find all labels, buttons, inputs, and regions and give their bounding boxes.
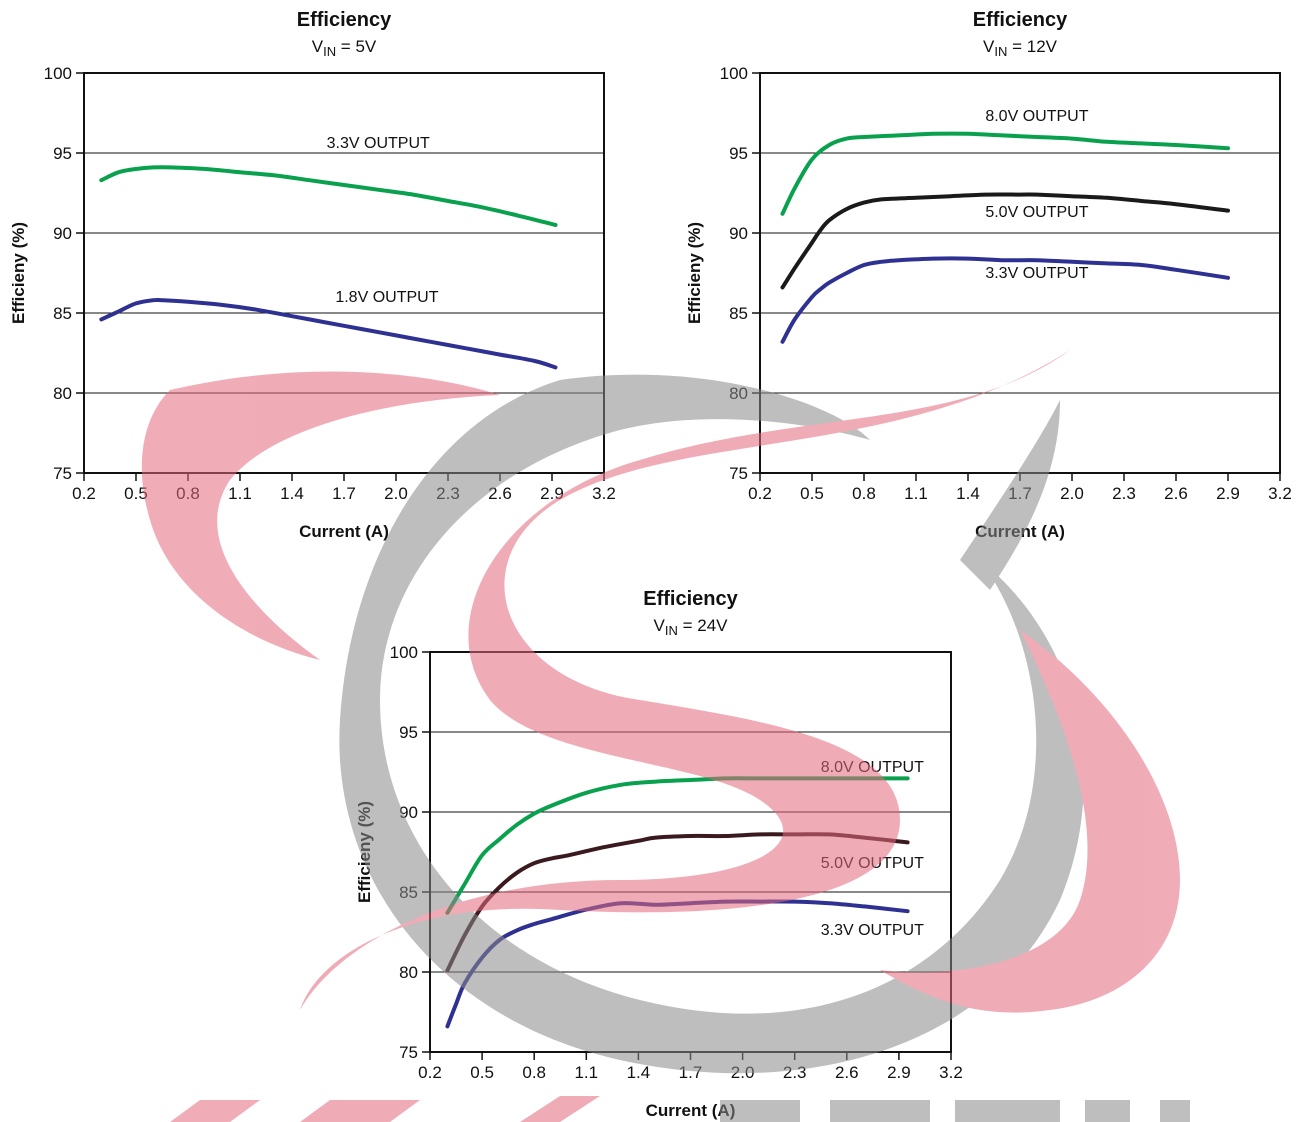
x-tick-label: 1.1 xyxy=(904,484,928,503)
series-line xyxy=(780,192,1230,290)
series-label: 3.3V OUTPUT xyxy=(985,265,1088,282)
y-tick-label: 95 xyxy=(729,144,748,163)
chart-subtitle: VIN = 5V xyxy=(312,37,377,59)
y-tick-label: 85 xyxy=(729,304,748,323)
subtitle-rest: = 5V xyxy=(336,37,377,56)
x-tick-label: 1.1 xyxy=(574,1063,598,1082)
y-tick-label: 100 xyxy=(44,64,72,83)
watermark-logo xyxy=(141,350,1190,1122)
y-tick-label: 90 xyxy=(729,224,748,243)
y-axis-label: Efficieny (%) xyxy=(9,222,28,324)
chart-subtitle: VIN = 24V xyxy=(654,616,729,638)
y-tick-label: 75 xyxy=(53,464,72,483)
x-tick-label: 0.8 xyxy=(522,1063,546,1082)
y-axis-label: Efficieny (%) xyxy=(685,222,704,324)
subtitle-subscript: IN xyxy=(994,44,1007,59)
x-tick-label: 2.0 xyxy=(1060,484,1084,503)
series-line xyxy=(99,165,558,227)
series-line xyxy=(99,297,558,370)
x-tick-label: 1.4 xyxy=(956,484,980,503)
series-label: 3.3V OUTPUT xyxy=(327,135,430,152)
subtitle-subscript: IN xyxy=(665,623,678,638)
y-tick-label: 95 xyxy=(399,723,418,742)
x-axis-label: Current (A) xyxy=(299,522,389,541)
chart-panel: 75808590951000.20.50.81.11.41.72.02.32.6… xyxy=(9,9,616,541)
watermark-red-letter-bottom xyxy=(170,1096,600,1122)
chart-title: Efficiency xyxy=(297,9,392,31)
y-tick-label: 75 xyxy=(399,1043,418,1062)
x-tick-label: 2.0 xyxy=(384,484,408,503)
chart-title: Efficiency xyxy=(643,588,738,610)
y-tick-label: 80 xyxy=(399,963,418,982)
y-tick-label: 100 xyxy=(720,64,748,83)
y-tick-label: 80 xyxy=(53,384,72,403)
watermark-gray-bars-bottom xyxy=(720,1100,1190,1122)
subtitle-rest: = 24V xyxy=(678,616,728,635)
watermark-gray-swoosh-right xyxy=(960,400,1060,590)
x-tick-label: 0.2 xyxy=(748,484,772,503)
x-tick-label: 2.9 xyxy=(1216,484,1240,503)
x-tick-label: 1.4 xyxy=(280,484,304,503)
series-line xyxy=(780,256,1230,344)
x-axis-label: Current (A) xyxy=(646,1101,736,1120)
x-tick-label: 3.2 xyxy=(592,484,616,503)
subtitle-rest: = 12V xyxy=(1007,37,1057,56)
x-tick-label: 1.4 xyxy=(627,1063,651,1082)
subtitle-main: V xyxy=(983,37,995,56)
x-tick-label: 2.9 xyxy=(887,1063,911,1082)
x-tick-label: 3.2 xyxy=(939,1063,963,1082)
watermark-red-swoosh-left xyxy=(141,371,500,660)
x-tick-label: 0.8 xyxy=(852,484,876,503)
series-label: 1.8V OUTPUT xyxy=(335,289,438,306)
series-label: 8.0V OUTPUT xyxy=(985,108,1088,125)
x-tick-label: 1.7 xyxy=(332,484,356,503)
x-tick-label: 3.2 xyxy=(1268,484,1292,503)
subtitle-subscript: IN xyxy=(323,44,336,59)
y-tick-label: 95 xyxy=(53,144,72,163)
x-tick-label: 2.3 xyxy=(1112,484,1136,503)
x-tick-label: 1.1 xyxy=(228,484,252,503)
x-tick-label: 2.6 xyxy=(1164,484,1188,503)
y-tick-label: 100 xyxy=(390,643,418,662)
y-tick-label: 85 xyxy=(53,304,72,323)
subtitle-main: V xyxy=(312,37,324,56)
chart-title: Efficiency xyxy=(973,9,1068,31)
x-tick-label: 0.2 xyxy=(418,1063,442,1082)
series-line xyxy=(780,131,1230,216)
y-tick-label: 90 xyxy=(53,224,72,243)
x-tick-label: 0.5 xyxy=(470,1063,494,1082)
series-label: 5.0V OUTPUT xyxy=(985,204,1088,221)
y-tick-label: 75 xyxy=(729,464,748,483)
series-label: 3.3V OUTPUT xyxy=(821,922,924,939)
x-tick-label: 0.2 xyxy=(72,484,96,503)
x-tick-label: 2.6 xyxy=(835,1063,859,1082)
x-tick-label: 2.9 xyxy=(540,484,564,503)
chart-panel: 75808590951000.20.50.81.11.41.72.02.32.6… xyxy=(685,9,1292,541)
chart-subtitle: VIN = 12V xyxy=(983,37,1058,59)
x-tick-label: 0.5 xyxy=(124,484,148,503)
subtitle-main: V xyxy=(654,616,666,635)
watermark-red-swoosh-right xyxy=(880,630,1180,1013)
x-tick-label: 0.5 xyxy=(800,484,824,503)
watermark-red-s xyxy=(300,350,1070,1010)
